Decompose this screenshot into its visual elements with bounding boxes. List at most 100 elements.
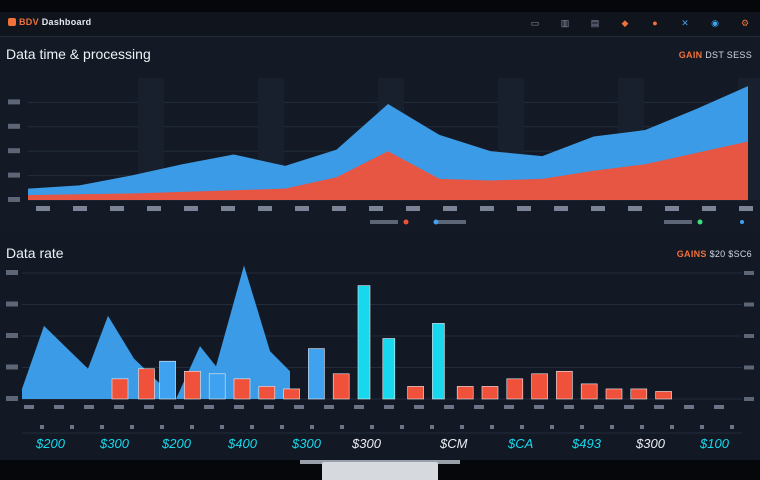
- stat-value: $300: [291, 436, 322, 451]
- x-tick-marker: [730, 425, 734, 429]
- bell-icon[interactable]: ◆: [621, 17, 629, 28]
- y-tick-label: [8, 148, 20, 154]
- bar: [159, 360, 176, 400]
- stat-value: $400: [227, 436, 258, 451]
- legend-marker-expected: [697, 219, 703, 225]
- x-tick-marker: [400, 425, 404, 429]
- x-tick-marker: [430, 425, 434, 429]
- panel-title: Data rate: [6, 245, 64, 261]
- bar: [308, 348, 325, 400]
- y-tick-label-right: [744, 365, 754, 370]
- y-tick-label: [8, 99, 20, 105]
- x-tick-label: [221, 206, 235, 211]
- settings-icon[interactable]: ◉: [711, 17, 719, 28]
- bar: [357, 285, 371, 400]
- panel-meta: GAIN DST SESS: [678, 50, 752, 60]
- document-icon[interactable]: ▤: [590, 17, 600, 28]
- x-tick-marker: [700, 425, 704, 429]
- chart-icon[interactable]: ▥: [560, 17, 570, 28]
- bar: [605, 388, 623, 400]
- y-tick-label: [8, 172, 20, 178]
- bar: [233, 378, 251, 400]
- x-tick-label: [114, 405, 124, 409]
- stat-value: $CA: [507, 436, 533, 451]
- x-tick-label: [73, 206, 87, 211]
- x-tick-marker: [280, 425, 284, 429]
- bar: [407, 386, 424, 400]
- x-tick-marker: [640, 425, 644, 429]
- x-tick-label: [480, 206, 494, 211]
- stat-value: $300: [99, 436, 130, 451]
- x-tick-label: [474, 405, 484, 409]
- x-tick-marker: [610, 425, 614, 429]
- app-title: Dashboard: [41, 17, 92, 27]
- panel-meta: GAINS $20 $SC6: [676, 249, 752, 259]
- bar: [184, 370, 201, 400]
- brand-name: BDV: [19, 17, 39, 27]
- y-tick-label-right: [744, 397, 754, 401]
- bar: [580, 383, 598, 400]
- x-tick-label: [54, 405, 64, 409]
- y-tick-label: [8, 123, 20, 129]
- bar: [531, 373, 548, 400]
- x-tick-label: [354, 405, 364, 409]
- bar: [111, 378, 129, 400]
- x-tick-label: [702, 206, 716, 211]
- received-series-area: [28, 86, 748, 200]
- x-tick-label: [443, 206, 457, 211]
- bar: [332, 373, 350, 400]
- x-tick-marker: [490, 425, 494, 429]
- gear-icon[interactable]: ⚙: [740, 17, 750, 28]
- x-tick-marker: [670, 425, 674, 429]
- y-tick-label-right: [744, 271, 754, 275]
- stat-value: $300: [635, 436, 666, 451]
- x-tick-label: [147, 206, 161, 211]
- bar: [138, 368, 155, 400]
- stat-value: $CM: [439, 436, 468, 451]
- y-tick-label: [6, 301, 18, 307]
- x-tick-label: [714, 405, 724, 409]
- x-tick-label: [204, 405, 214, 409]
- x-tick-label: [594, 405, 604, 409]
- stat-value: $300: [351, 436, 382, 451]
- x-tick-label: [258, 206, 272, 211]
- y-tick-label: [6, 270, 18, 275]
- x-tick-label: [504, 405, 514, 409]
- legend-label: [438, 220, 466, 224]
- x-tick-label: [84, 405, 94, 409]
- x-tick-label: [414, 405, 424, 409]
- top-bar: BDV Dashboard ▭ ▥ ▤ ◆ ● ✕ ◉ ⚙: [0, 12, 760, 37]
- bar: [208, 373, 226, 400]
- monitor-stand: [322, 462, 438, 480]
- x-tick-marker: [160, 425, 164, 429]
- stat-value: $200: [161, 436, 192, 451]
- bar: [283, 388, 300, 400]
- bar: [382, 338, 396, 400]
- x-tick-marker: [340, 425, 344, 429]
- y-tick-label: [8, 197, 20, 202]
- legend-marker-received: [433, 219, 439, 225]
- x-tick-label: [174, 405, 184, 409]
- stat-value: $100: [699, 436, 730, 451]
- y-tick-label: [6, 364, 18, 370]
- y-tick-label: [6, 333, 18, 338]
- x-tick-label: [684, 405, 694, 409]
- bar: [655, 391, 672, 400]
- app-logo[interactable]: BDV Dashboard: [8, 17, 91, 27]
- user-icon[interactable]: ●: [652, 18, 658, 28]
- x-tick-label: [517, 206, 531, 211]
- x-tick-marker: [70, 425, 74, 429]
- share-icon[interactable]: ✕: [681, 17, 689, 28]
- bar-chart: $200 $300 $200 $400 $300 $300 $CM $CA $493 $300 $1…: [6, 265, 754, 451]
- x-tick-marker: [250, 425, 254, 429]
- dashboard-screen: BDV Dashboard ▭ ▥ ▤ ◆ ● ✕ ◉ ⚙ Data time …: [0, 12, 760, 460]
- processing-panel: Data time & processing GAIN DST SESS: [0, 38, 760, 231]
- x-tick-marker: [550, 425, 554, 429]
- y-tick-label-right: [744, 334, 754, 338]
- bar: [481, 386, 499, 400]
- layout-icon[interactable]: ▭: [530, 17, 540, 28]
- x-tick-label: [628, 206, 642, 211]
- x-tick-label: [654, 405, 664, 409]
- x-tick-marker: [40, 425, 44, 429]
- x-tick-label: [234, 405, 244, 409]
